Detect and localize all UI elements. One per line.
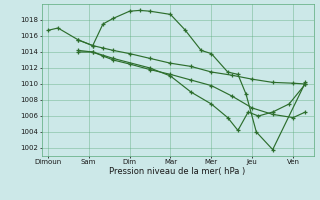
X-axis label: Pression niveau de la mer( hPa ): Pression niveau de la mer( hPa ) — [109, 167, 246, 176]
